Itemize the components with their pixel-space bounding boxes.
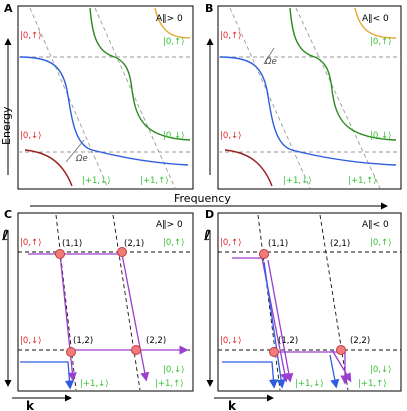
panel-c-label-22: (2,2) [146,336,166,346]
panel-d-letter: D [205,208,214,221]
panel-d-blue-path-2[interactable] [263,261,286,389]
panel-b-letter: B [205,2,213,15]
frequency-label: Frequency [174,192,231,205]
panel-b-orange-curve [354,7,397,39]
panel-b-state-0down: |0,↓⟩ [220,131,241,141]
frequency-axis: Frequency [30,192,388,210]
panel-d-purple-path-4[interactable] [331,349,352,383]
panel-d-point-22[interactable] [336,345,346,355]
panel-d-state-plus1up: |+1,↑⟩ [358,379,387,389]
panel-d-state-0down-right: |0,↓⟩ [370,365,391,375]
panel-c-state-0down-right: |0,↓⟩ [163,365,184,375]
panel-c-letter: C [4,208,12,221]
panel-b-title: A‖< 0 [362,14,389,24]
panel-b-guides [218,7,401,189]
panel-d-label-21: (2,1) [330,239,350,249]
panel-c-point-11[interactable] [55,249,65,259]
panel-b: B Ωe |0,↑⟩ |0,↓⟩ |+1,↓⟩ |+1,↑⟩ |0,↑⟩ |0,… [205,2,402,190]
panel-a-omega-marker [65,139,85,163]
panel-a-darkred-curve [24,149,73,187]
panel-c-state-0up-right: |0,↑⟩ [163,238,184,248]
panel-d-guides [218,214,401,391]
panel-c-k-label: k [26,399,35,411]
panel-c-label-12: (1,2) [73,336,93,346]
panel-b-state-plus1down: |+1,↓⟩ [283,176,312,186]
panel-c-purple-path-2[interactable] [60,253,150,382]
panel-d-blue-path-3[interactable] [329,354,340,389]
panel-a-state-plus1down: |+1,↓⟩ [82,176,111,186]
panel-d-purple-path-2[interactable] [267,259,294,383]
panel-a-green-curve [89,7,191,141]
panel-b-state-0down-right: |0,↓⟩ [370,131,391,141]
panel-a-blue-curve [19,56,189,166]
panel-d-title: A‖< 0 [362,220,389,230]
panel-d-ell-label: ℓ [203,228,211,244]
panel-d-label-12: (1,2) [278,336,298,346]
panel-c: C (1,1) (2,1) (1,2) (2,2) |0,↑⟩ |0,↓⟩ |0… [1,208,194,411]
panel-d-point-11[interactable] [259,249,269,259]
panel-d-state-plus1down: |+1,↓⟩ [295,379,324,389]
panel-a-state-plus1up: |+1,↑⟩ [140,176,169,186]
panel-c-title: A‖> 0 [156,220,183,230]
panel-b-frame [217,5,402,190]
panel-d-blue-path-1[interactable] [222,361,278,389]
panel-c-label-11: (1,1) [62,239,82,249]
panel-c-state-0down: |0,↓⟩ [20,336,41,346]
panel-a: A Ωe |0,↑⟩ |0,↓⟩ |+1,↓⟩ |+1,↑⟩ |0,↑⟩ |0,… [0,2,194,190]
panel-b-state-0up: |0,↑⟩ [220,31,241,41]
panel-c-state-plus1up: |+1,↑⟩ [155,379,184,389]
panel-b-blue-curve [219,56,397,166]
panel-a-state-0up-right: |0,↑⟩ [163,37,184,47]
panel-d-label-11: (1,1) [268,239,288,249]
panel-c-state-plus1down: |+1,↓⟩ [80,379,109,389]
panel-c-frame [17,212,194,392]
panel-d-state-0up: |0,↑⟩ [220,238,241,248]
panel-a-letter: A [4,2,13,15]
panel-a-state-0down: |0,↓⟩ [20,131,41,141]
panel-d: D (1,1) (2,1) (1,2) (2,2) |0,↑⟩ |0,↓⟩ |0… [203,208,402,411]
panel-a-frame [17,5,194,190]
panel-a-state-0down-right: |0,↓⟩ [163,131,184,141]
panel-c-point-21[interactable] [117,247,127,257]
panel-d-state-0up-right: |0,↑⟩ [370,238,391,248]
panel-c-point-22[interactable] [131,345,141,355]
panel-b-state-0up-right: |0,↑⟩ [370,37,391,47]
panel-a-guides [18,7,193,189]
panel-b-omega: Ωe [264,57,277,67]
panel-a-energy-label: Energy [0,106,13,145]
panel-b-green-curve [289,7,397,141]
panel-c-ell-label: ℓ [1,228,9,244]
panel-c-state-0up: |0,↑⟩ [20,238,41,248]
panel-c-blue-path[interactable] [20,361,75,390]
panel-d-k-label: k [228,399,237,411]
panel-c-label-21: (2,1) [124,239,144,249]
panel-c-purple-path-1[interactable] [28,253,77,382]
panel-d-label-22: (2,2) [350,336,370,346]
panel-b-darkred-curve [224,149,273,187]
panel-d-state-0down: |0,↓⟩ [220,336,241,346]
panel-a-omega: Ωe [75,154,88,164]
panel-b-state-plus1up: |+1,↑⟩ [348,176,377,186]
panel-c-point-12[interactable] [66,347,76,357]
panel-a-title: A‖> 0 [156,14,183,24]
panel-a-state-0up: |0,↑⟩ [20,31,41,41]
panel-d-point-12[interactable] [269,347,279,357]
panel-a-orange-curve [154,7,191,39]
panel-b-omega-marker [263,47,275,65]
panel-d-frame [217,212,402,392]
